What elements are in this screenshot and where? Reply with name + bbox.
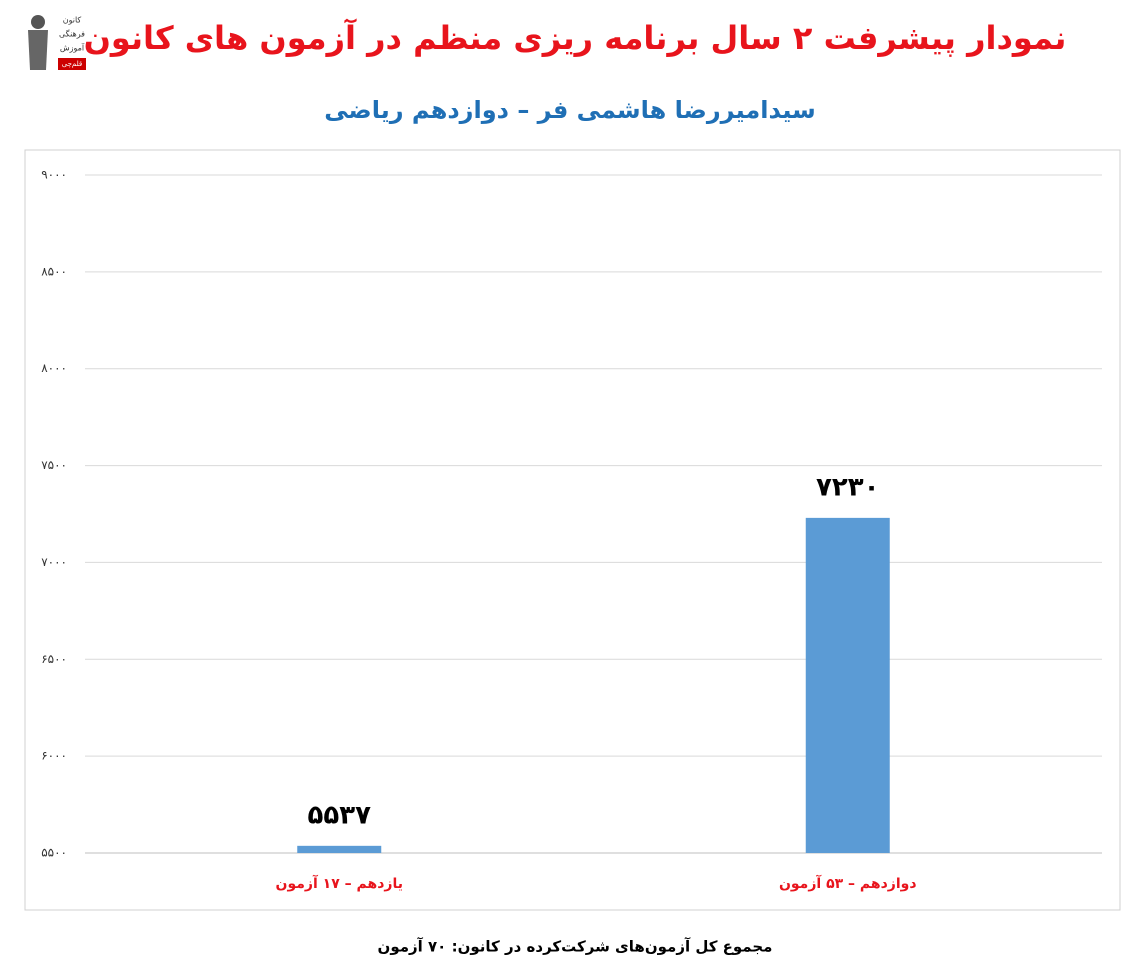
footnote: مجموع کل آزمون‌های شرکت‌کرده در کانون: ۷… (378, 938, 773, 956)
y-tick-label: ۵۵۰۰ (41, 846, 67, 860)
y-tick-label: ۷۰۰۰ (41, 555, 67, 569)
y-tick-label: ۸۵۰۰ (41, 264, 67, 278)
x-tick-label: یازدهم – ۱۷ آزمون (276, 874, 403, 892)
y-tick-label: ۹۰۰۰ (41, 168, 67, 182)
logo: کانون فرهنگی آموزش قلم‌چی (24, 10, 86, 76)
logo-badge (58, 58, 86, 70)
y-tick-label: ۶۵۰۰ (41, 652, 67, 666)
chart-title: نمودار پیشرفت ۲ سال برنامه ریزی منظم در … (84, 18, 1067, 57)
data-label: ۷۲۳۰ (816, 472, 879, 502)
chart-frame (24, 149, 1121, 911)
y-tick-label: ۸۰۰۰ (41, 361, 67, 375)
data-label: ۵۵۳۷ (308, 800, 372, 830)
y-tick-label: ۷۵۰۰ (41, 458, 67, 472)
chart-subtitle: سیدامیررضا هاشمی فر – دوازدهم ریاضی (324, 96, 816, 124)
logo-head (31, 15, 45, 29)
logo-figure (28, 30, 48, 70)
y-tick-label: ۶۰۰۰ (41, 749, 67, 763)
bar (297, 845, 382, 853)
logo-text: کانون (63, 16, 82, 25)
logo-text: قلم‌چی (62, 60, 82, 68)
x-tick-label: دوازدهم – ۵۳ آزمون (779, 874, 917, 892)
logo-text: آموزش (60, 43, 85, 53)
logo-text: فرهنگی (59, 29, 85, 39)
bar (805, 517, 890, 853)
